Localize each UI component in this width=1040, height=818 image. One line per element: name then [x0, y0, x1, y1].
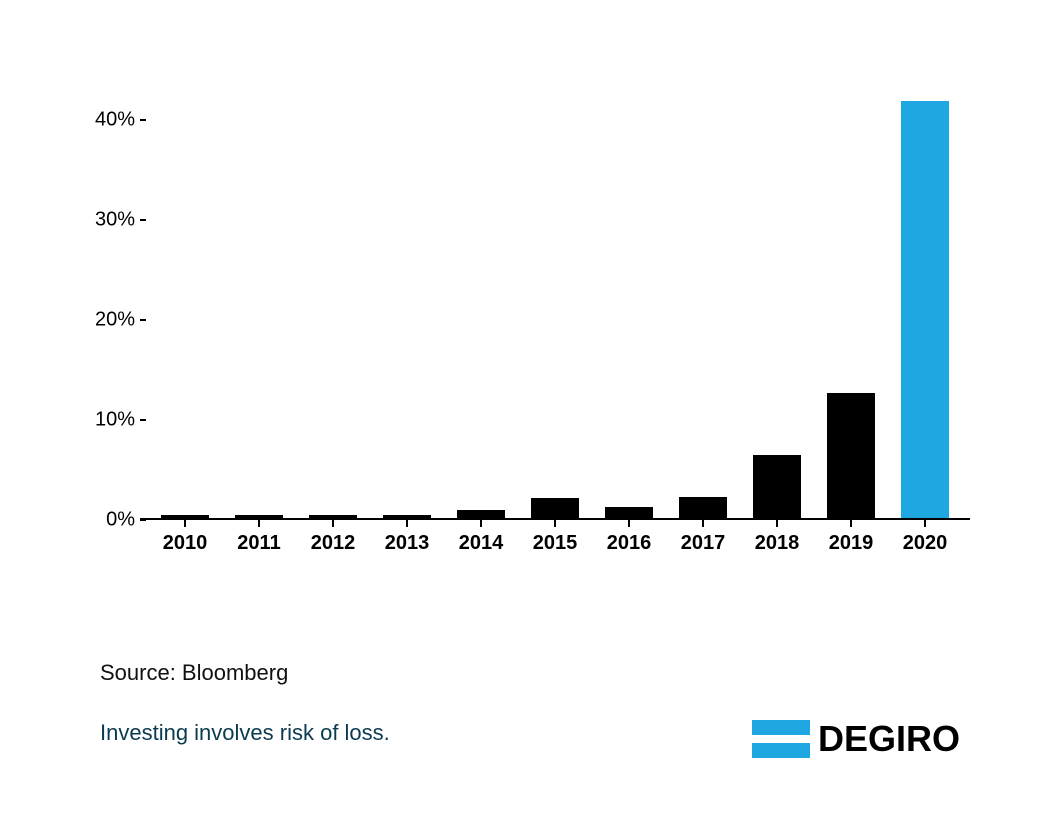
x-tick-mark	[184, 520, 186, 527]
bars-group	[140, 100, 970, 518]
bar-slot	[444, 100, 518, 518]
x-tick-label: 2013	[370, 532, 444, 555]
bar	[309, 515, 357, 518]
bar-slot	[370, 100, 444, 518]
x-tick-label: 2020	[888, 532, 962, 555]
bar	[753, 455, 801, 518]
bar-chart: 0%10%20%30%40% 2010201120122013201420152…	[70, 100, 970, 580]
x-tick-mark	[332, 520, 334, 527]
bar-slot	[592, 100, 666, 518]
bar-slot	[888, 100, 962, 518]
source-text: Source: Bloomberg	[100, 660, 940, 686]
plot-area	[140, 100, 970, 520]
x-axis-labels: 2010201120122013201420152016201720182019…	[140, 532, 970, 555]
bar	[457, 510, 505, 518]
bar	[901, 101, 949, 518]
x-tick-mark	[258, 520, 260, 527]
bar-slot	[740, 100, 814, 518]
bar	[383, 515, 431, 518]
degiro-logo-icon	[752, 720, 810, 758]
bar	[827, 393, 875, 518]
degiro-logo: DEGIRO	[752, 718, 960, 760]
bar	[531, 498, 579, 518]
x-tick-label: 2015	[518, 532, 592, 555]
bar	[679, 497, 727, 518]
x-tick-label: 2012	[296, 532, 370, 555]
x-tick-mark	[554, 520, 556, 527]
x-tick-label: 2016	[592, 532, 666, 555]
x-tick-mark	[776, 520, 778, 527]
bar	[161, 515, 209, 518]
x-tick-label: 2014	[444, 532, 518, 555]
x-tick-label: 2010	[148, 532, 222, 555]
x-tick-label: 2017	[666, 532, 740, 555]
y-tick-label: 10%	[70, 409, 135, 432]
bar-slot	[814, 100, 888, 518]
x-tick-mark	[406, 520, 408, 527]
x-tick-label: 2011	[222, 532, 296, 555]
x-tick-mark	[702, 520, 704, 527]
bar-slot	[222, 100, 296, 518]
x-tick-mark	[480, 520, 482, 527]
bar	[235, 515, 283, 518]
x-tick-label: 2018	[740, 532, 814, 555]
bar	[605, 507, 653, 518]
x-tick-mark	[924, 520, 926, 527]
y-tick-label: 0%	[70, 509, 135, 532]
x-tick-mark	[850, 520, 852, 527]
y-tick-label: 30%	[70, 209, 135, 232]
x-tick-mark	[628, 520, 630, 527]
bar-slot	[518, 100, 592, 518]
bar-slot	[666, 100, 740, 518]
bar-slot	[296, 100, 370, 518]
bar-slot	[148, 100, 222, 518]
x-tick-label: 2019	[814, 532, 888, 555]
y-tick-label: 20%	[70, 309, 135, 332]
y-tick-label: 40%	[70, 109, 135, 132]
degiro-logo-text: DEGIRO	[818, 718, 960, 760]
